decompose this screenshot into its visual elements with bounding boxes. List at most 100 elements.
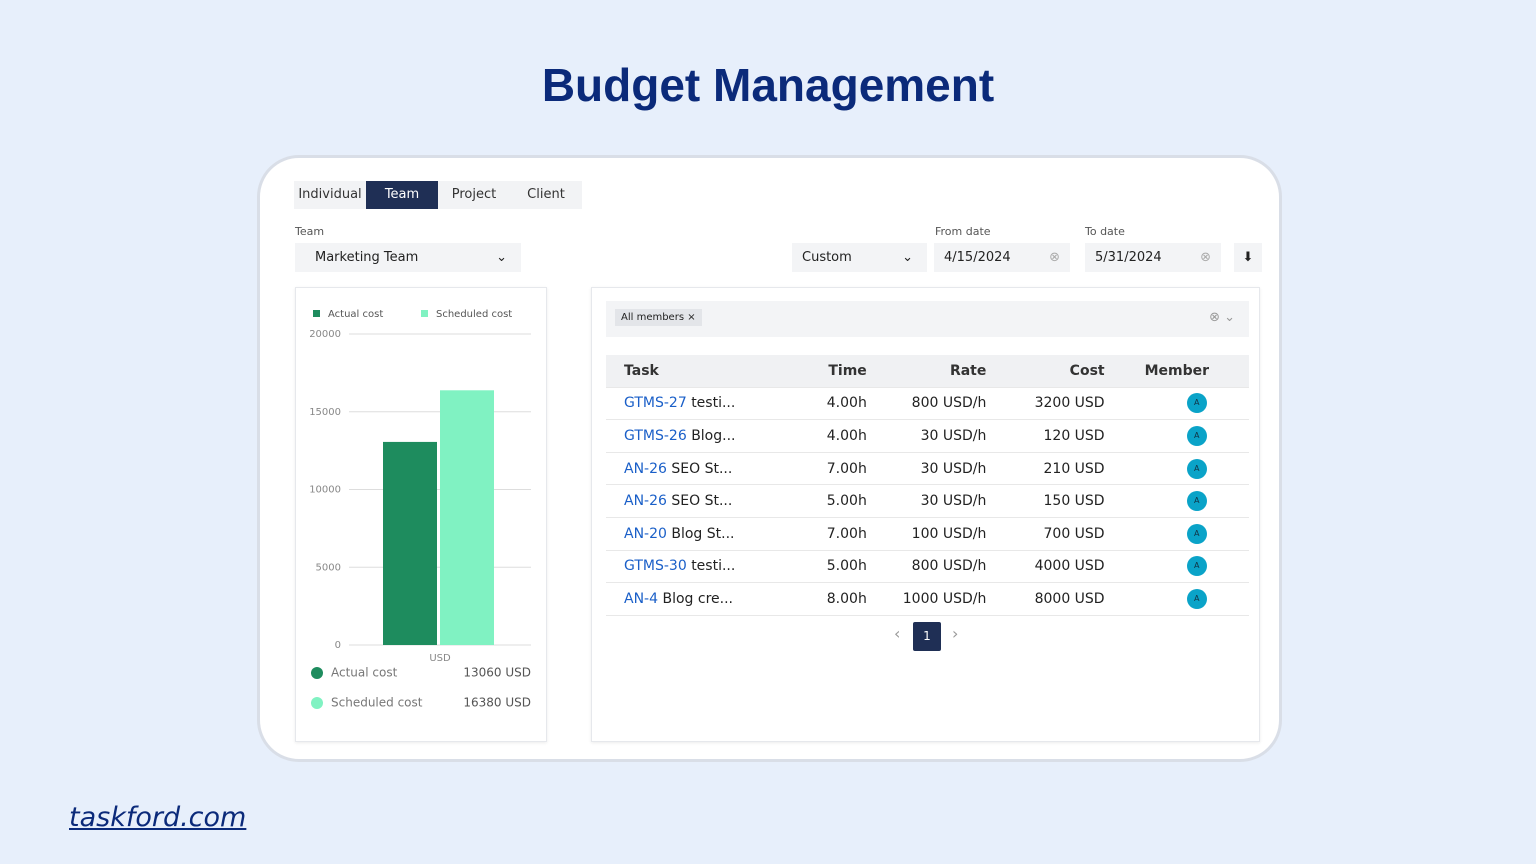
bar — [383, 441, 437, 645]
member-cell: A — [1104, 484, 1249, 518]
column-header: Rate — [866, 355, 987, 388]
summary-value: 13060 USD — [463, 666, 531, 680]
legend-label: Scheduled cost — [436, 309, 512, 320]
cost-cell: 3200 USD — [986, 387, 1105, 421]
task-cell: GTMS-26 Blog... — [606, 419, 803, 453]
task-key[interactable]: GTMS-30 — [624, 558, 687, 575]
table-row: GTMS-30 testi... 5.00h 800 USD/h 4000 USD A — [606, 550, 1249, 584]
table-row: AN-26 SEO St... 7.00h 30 USD/h 210 USD A — [606, 452, 1249, 486]
bar — [440, 390, 494, 645]
time-cell: 4.00h — [802, 419, 867, 453]
y-tick-label: 20000 — [309, 329, 341, 340]
download-button[interactable]: ⬇ — [1234, 243, 1262, 272]
from-label: From date — [935, 225, 991, 238]
column-header: Member — [1104, 355, 1249, 388]
table-row: AN-26 SEO St... 5.00h 30 USD/h 150 USD A — [606, 484, 1249, 518]
task-key[interactable]: AN-26 — [624, 460, 667, 477]
team-select[interactable]: Marketing Team ⌄ — [295, 243, 521, 272]
y-tick-label: 0 — [335, 640, 341, 651]
rate-cell: 1000 USD/h — [866, 582, 987, 616]
task-title: Blog St... — [671, 525, 735, 542]
time-cell: 5.00h — [802, 550, 867, 584]
time-cell: 7.00h — [802, 517, 867, 551]
chart: 0 5000 10000 15000 20000 USD Actual cost Actual… — [309, 309, 531, 710]
cost-cell: 4000 USD — [986, 550, 1105, 584]
to-input[interactable]: 5/31/2024 ⊗ — [1085, 243, 1221, 272]
tab[interactable]: Individual — [298, 187, 362, 202]
tab[interactable]: Team — [366, 181, 438, 209]
range-select[interactable]: Custom ⌄ — [792, 243, 927, 272]
tab[interactable]: Client — [527, 187, 565, 202]
task-key[interactable]: AN-26 — [624, 493, 667, 510]
table-row: AN-20 Blog St... 7.00h 100 USD/h 700 USD A — [606, 517, 1249, 551]
chart-panel: 0 5000 10000 15000 20000 USD Actual cost Actual… — [295, 287, 547, 742]
member-cell: A — [1104, 419, 1249, 453]
task-cell: GTMS-30 testi... — [606, 550, 803, 584]
range-value: Custom — [802, 250, 852, 265]
page-button[interactable]: 1 — [913, 622, 941, 651]
rate-cell: 800 USD/h — [866, 550, 987, 584]
filter-chip: All members × — [615, 309, 702, 326]
column-header: Task — [606, 355, 803, 388]
rate-cell: 30 USD/h — [866, 452, 987, 486]
task-title: testi... — [691, 558, 736, 575]
table-row: AN-4 Blog cre... 8.00h 1000 USD/h 8000 USD A — [606, 582, 1249, 616]
cost-cell: 150 USD — [986, 484, 1105, 518]
member-avatar: A — [1186, 523, 1207, 544]
cost-cell: 700 USD — [986, 517, 1105, 551]
task-title: Blog... — [691, 427, 736, 444]
header-row: Task Time Rate Cost Member — [606, 355, 1249, 388]
member-cell: A — [1104, 550, 1249, 584]
member-cell: A — [1104, 517, 1249, 551]
team-value: Marketing Team — [315, 250, 419, 265]
task-cell: GTMS-27 testi... — [606, 387, 803, 421]
task-key[interactable]: GTMS-27 — [624, 395, 687, 412]
table-row: GTMS-26 Blog... 4.00h 30 USD/h 120 USD A — [606, 419, 1249, 453]
task-cell: AN-20 Blog St... — [606, 517, 803, 551]
prev-page[interactable]: ‹ — [894, 624, 901, 643]
time-cell: 8.00h — [802, 582, 867, 616]
rate-cell: 800 USD/h — [866, 387, 987, 421]
task-key[interactable]: AN-20 — [624, 525, 667, 542]
member-cell: A — [1104, 452, 1249, 486]
rate-cell: 30 USD/h — [866, 419, 987, 453]
next-page[interactable]: › — [952, 624, 959, 643]
rate-cell: 100 USD/h — [866, 517, 987, 551]
to-value: 5/31/2024 — [1095, 250, 1162, 265]
task-key[interactable]: GTMS-26 — [624, 427, 687, 444]
task-cell: AN-26 SEO St... — [606, 452, 803, 486]
member-filter[interactable]: All members × ⊗ ⌄ — [606, 301, 1249, 337]
summary-value: 16380 USD — [463, 696, 531, 710]
task-key[interactable]: AN-4 — [624, 590, 659, 607]
x-tick-label: USD — [429, 653, 451, 664]
task-title: Blog cre... — [662, 590, 733, 607]
time-cell: 5.00h — [802, 484, 867, 518]
time-cell: 4.00h — [802, 387, 867, 421]
summary-dot — [311, 697, 323, 709]
from-input[interactable]: 4/15/2024 ⊗ — [934, 243, 1070, 272]
member-avatar: A — [1186, 393, 1207, 414]
task-title: testi... — [691, 395, 736, 412]
tab[interactable]: Project — [451, 187, 497, 202]
legend-swatch — [313, 310, 320, 317]
column-header: Cost — [986, 355, 1105, 388]
team-label: Team — [295, 225, 325, 238]
task-title: SEO St... — [671, 460, 733, 477]
cost-cell: 8000 USD — [986, 582, 1105, 616]
summary-name: Actual cost — [331, 666, 398, 680]
y-tick-label: 10000 — [309, 485, 341, 496]
task-cell: AN-26 SEO St... — [606, 484, 803, 518]
table-row: GTMS-27 testi... 4.00h 800 USD/h 3200 USD A — [606, 387, 1249, 421]
column-header: Time — [802, 355, 867, 388]
summary-dot — [311, 667, 323, 679]
footer-link[interactable]: taskford.com — [69, 802, 247, 833]
page-title: Budget Management — [541, 59, 995, 111]
tabs: Individual Team Project Client — [294, 181, 582, 209]
task-title: SEO St... — [671, 493, 733, 510]
task-cell: AN-4 Blog cre... — [606, 582, 803, 616]
time-cell: 7.00h — [802, 452, 867, 486]
member-avatar: A — [1186, 491, 1207, 512]
summary-name: Scheduled cost — [331, 696, 423, 710]
member-avatar: A — [1186, 588, 1207, 609]
